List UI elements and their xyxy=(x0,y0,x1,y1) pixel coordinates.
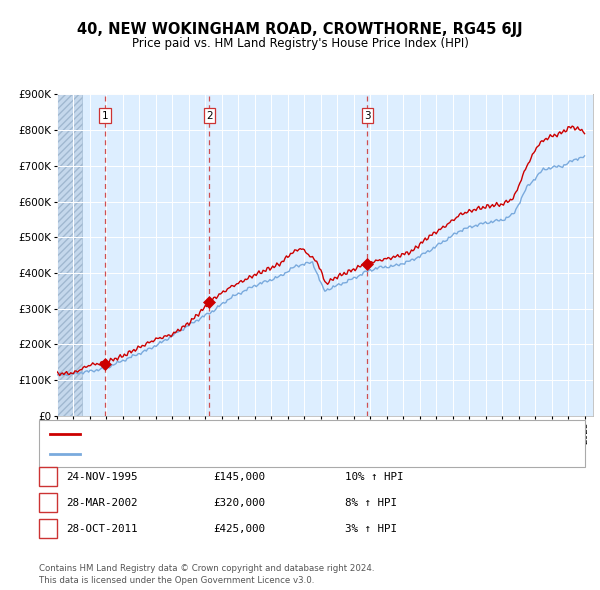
Text: 40, NEW WOKINGHAM ROAD, CROWTHORNE, RG45 6JJ: 40, NEW WOKINGHAM ROAD, CROWTHORNE, RG45… xyxy=(77,22,523,37)
Text: 1: 1 xyxy=(44,472,52,481)
Text: 2: 2 xyxy=(206,111,213,121)
Text: 2: 2 xyxy=(44,498,52,507)
Text: 3: 3 xyxy=(44,524,52,533)
Text: £425,000: £425,000 xyxy=(213,524,265,533)
Text: £145,000: £145,000 xyxy=(213,472,265,481)
Text: 10% ↑ HPI: 10% ↑ HPI xyxy=(345,472,404,481)
Text: 3% ↑ HPI: 3% ↑ HPI xyxy=(345,524,397,533)
Text: 3: 3 xyxy=(364,111,371,121)
Text: Contains HM Land Registry data © Crown copyright and database right 2024.
This d: Contains HM Land Registry data © Crown c… xyxy=(39,565,374,585)
Bar xyxy=(57,94,82,416)
Text: 40, NEW WOKINGHAM ROAD, CROWTHORNE, RG45 6JJ (detached house): 40, NEW WOKINGHAM ROAD, CROWTHORNE, RG45… xyxy=(86,430,448,439)
Bar xyxy=(57,94,82,416)
Text: 1: 1 xyxy=(101,111,108,121)
Text: £320,000: £320,000 xyxy=(213,498,265,507)
Text: 24-NOV-1995: 24-NOV-1995 xyxy=(66,472,137,481)
Text: 8% ↑ HPI: 8% ↑ HPI xyxy=(345,498,397,507)
Text: Price paid vs. HM Land Registry's House Price Index (HPI): Price paid vs. HM Land Registry's House … xyxy=(131,37,469,50)
Text: 28-OCT-2011: 28-OCT-2011 xyxy=(66,524,137,533)
Text: HPI: Average price, detached house, Wokingham: HPI: Average price, detached house, Woki… xyxy=(86,449,329,459)
Text: 28-MAR-2002: 28-MAR-2002 xyxy=(66,498,137,507)
